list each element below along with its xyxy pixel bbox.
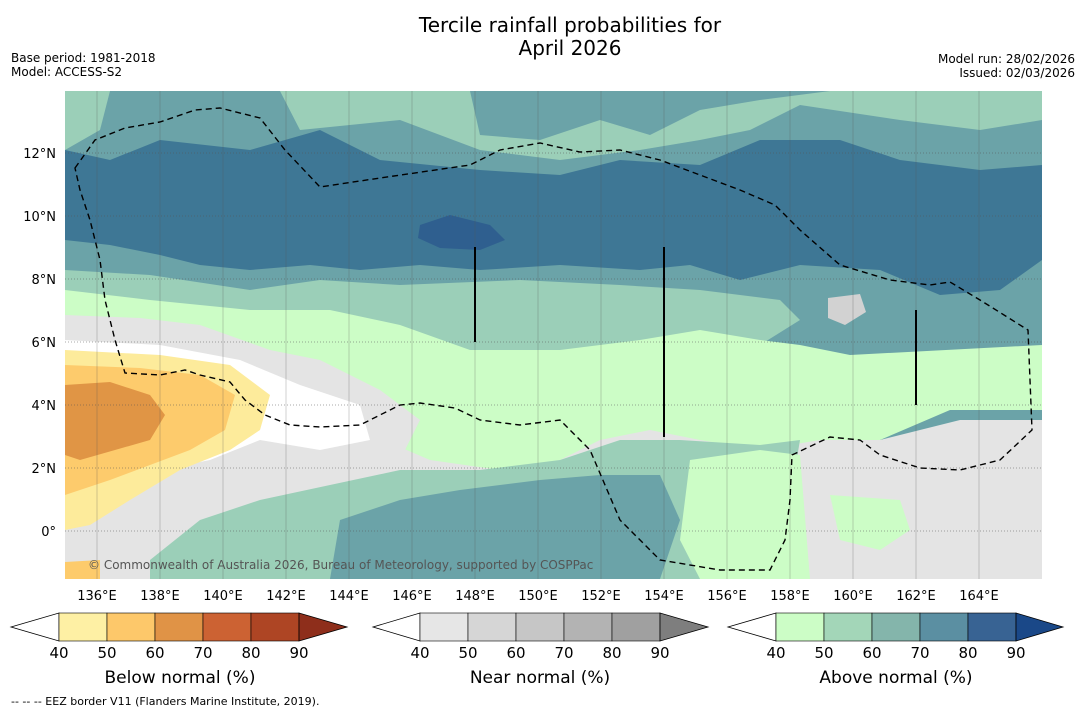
colorbar-tick-label: 70 [910,644,930,662]
lon-label: 156°E [707,589,747,604]
colorbar-segment [563,612,613,642]
colorbar-tick-label: 90 [289,644,309,662]
lon-labels: 136°E 138°E 140°E 142°E 144°E 146°E 148°… [77,589,999,604]
metadata-left: Base period: 1981-2018 Model: ACCESS-S2 [11,51,156,79]
lon-label: 136°E [77,589,117,604]
lat-label: 4°N [32,399,57,414]
colorbar-label-near: Near normal (%) [469,668,611,688]
eez-border [74,107,1033,571]
field-above-50-top [280,91,1042,160]
meridians [96,91,980,579]
colorbar-tail [726,612,777,642]
field-above-70-band [65,130,1042,295]
lon-label: 144°E [329,589,369,604]
lon-label: 140°E [203,589,243,604]
copyright-text: © Commonwealth of Australia 2026, Bureau… [88,558,593,572]
vertical-markers [474,247,917,437]
colorbar-segment [154,612,204,642]
title-line-1: Tercile rainfall probabilities for [418,13,722,37]
colorbar-tick-label: 60 [145,644,165,662]
colorbar-tick-label: 50 [458,644,478,662]
colorbar-segment [106,612,156,642]
lat-label: 0° [41,525,56,540]
colorbar-above [726,612,1065,642]
colorbar-tick-label: 60 [506,644,526,662]
colorbar-tick-label: 90 [1006,644,1026,662]
colorbar-near [371,612,710,642]
lon-label: 164°E [959,589,999,604]
colorbar-tick-label: 90 [650,644,670,662]
lat-label: 8°N [32,273,57,288]
title-line-2: April 2026 [518,36,622,60]
colorbar-tip [298,612,349,642]
lon-label: 152°E [581,589,621,604]
colorbar-tick-label: 40 [766,644,786,662]
map-fields [65,91,1042,579]
field-below-strip [65,560,100,579]
map-title: Tercile rainfall probabilities for April… [0,14,1085,60]
lon-label: 148°E [455,589,495,604]
colorbar-segment [775,612,825,642]
base-period: Base period: 1981-2018 [11,51,156,65]
lat-label: 6°N [32,336,57,351]
colorbar-tick-label: 50 [814,644,834,662]
colorbar-tick-label: 40 [410,644,430,662]
colorbar-tail [9,612,60,642]
field-above-40-se [680,450,810,579]
lon-label: 150°E [518,589,558,604]
model-name: Model: ACCESS-S2 [11,65,123,79]
colorbar-tick-label: 80 [602,644,622,662]
issued-date: Issued: 02/03/2026 [959,66,1075,80]
colorbar-segment [467,612,517,642]
colorbar-tip [659,612,710,642]
lon-label: 160°E [833,589,873,604]
field-below-60 [65,382,165,460]
lon-label: 162°E [896,589,936,604]
colorbar-label-below: Below normal (%) [104,668,256,688]
colorbar-segment [250,612,300,642]
field-above-80-blob [418,215,505,250]
lon-label: 146°E [392,589,432,604]
colorbar-tick-label: 40 [49,644,69,662]
model-run: Model run: 28/02/2026 [937,52,1075,66]
colorbar-segment [611,612,661,642]
field-above-40-mid [65,290,1042,470]
colorbar-segment [967,612,1017,642]
lon-label: 154°E [644,589,684,604]
graticule [65,152,1042,532]
lat-label: 12°N [23,147,56,162]
eez-footnote: -- -- -- EEZ border V11 (Flanders Marine… [11,695,320,708]
metadata-right: Model run: 28/02/2026 Issued: 02/03/2026 [938,52,1075,80]
lat-label: 10°N [23,210,56,225]
colorbar-tick-label: 60 [862,644,882,662]
colorbar-tick-label: 80 [958,644,978,662]
field-near-50-blob [828,294,866,325]
colorbar-tick-label: 70 [554,644,574,662]
colorbar-segment [919,612,969,642]
colorbar-tick-label: 50 [97,644,117,662]
colorbar-segment [202,612,252,642]
field-above-50-west [65,91,110,150]
colorbar-segment [871,612,921,642]
colorbar-segment [823,612,873,642]
colorbar-tick-label: 70 [193,644,213,662]
lon-label: 138°E [140,589,180,604]
lat-labels: 12°N 10°N 8°N 6°N 4°N 2°N 0° [23,147,56,540]
field-above-40-se2 [830,495,910,550]
colorbar-label-above: Above normal (%) [819,668,973,688]
lon-label: 142°E [266,589,306,604]
field-above-60-south [330,475,680,579]
lon-label: 158°E [770,589,810,604]
colorbar-tick-label: 80 [241,644,261,662]
colorbar-tail [371,612,421,642]
colorbar-tip [1015,612,1065,642]
colorbar-segment [515,612,565,642]
lat-label: 2°N [32,462,57,477]
colorbar-segment [58,612,108,642]
colorbar-below [9,612,349,642]
colorbar-segment [419,612,469,642]
